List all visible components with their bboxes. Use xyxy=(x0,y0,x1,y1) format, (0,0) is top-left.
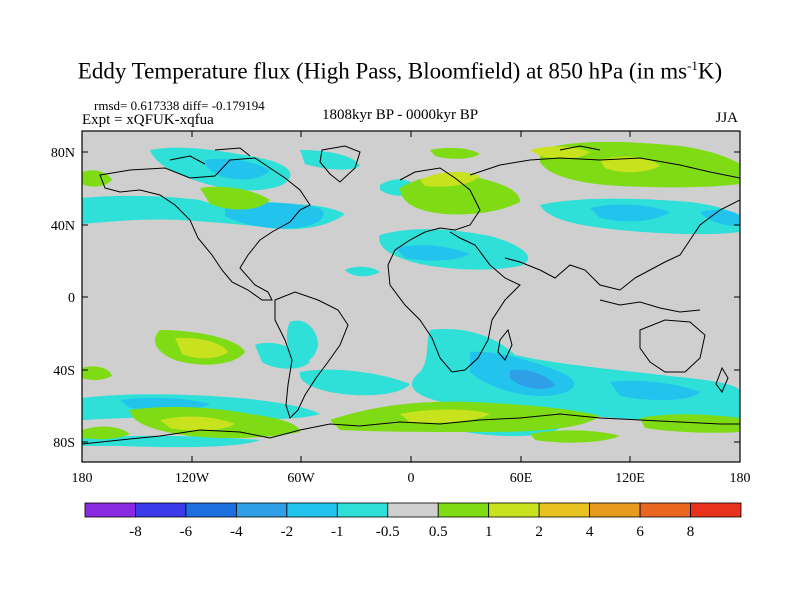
colorbar-label: -0.5 xyxy=(376,524,400,540)
colorbar-box xyxy=(488,502,540,518)
lon-tick-label: 60E xyxy=(510,471,533,486)
new-zealand-coast xyxy=(715,366,729,393)
latitude-labels: 80N 40N 0 40S 80S xyxy=(51,146,75,451)
colorbar-box xyxy=(286,502,338,518)
lon-tick-label: 60W xyxy=(287,471,315,486)
colorbar-box xyxy=(639,502,691,518)
colorbar-box xyxy=(690,502,742,518)
colorbar-label: -8 xyxy=(129,524,142,540)
colorbar-label: -6 xyxy=(180,524,193,540)
colorbar-labels: -8 -6 -4 -2 -1 -0.5 0.5 1 2 4 6 8 xyxy=(129,524,694,540)
lat-tick-label: 80N xyxy=(51,146,75,161)
asia-coast xyxy=(469,157,740,291)
colorbar-box xyxy=(235,502,288,518)
north-america-coast xyxy=(99,157,311,301)
australia-coast xyxy=(639,319,706,373)
longitude-tick-marks xyxy=(81,131,741,462)
lon-tick-label: 180 xyxy=(730,471,751,486)
colorbar-box xyxy=(538,502,591,518)
period-label: 1808kyr BP - 0000kyr BP xyxy=(322,107,479,123)
colorbar-label: 2 xyxy=(535,524,543,540)
antarctica-coast xyxy=(82,413,740,445)
colorbar-boxes xyxy=(84,502,742,518)
map-field xyxy=(82,131,740,462)
colorbar-box xyxy=(387,502,439,518)
indonesia-coast xyxy=(599,299,701,313)
colorbar-box xyxy=(135,502,187,518)
colorbar-box xyxy=(589,502,641,518)
experiment-label: Expt = xQFUK-xqfua xyxy=(82,112,214,128)
stats-label: rmsd= 0.617338 diff= -0.179194 xyxy=(94,98,265,113)
greenland-coast xyxy=(319,145,361,183)
colorbar-box xyxy=(84,502,136,518)
colorbar-label: 8 xyxy=(687,524,695,540)
lat-tick-label: 40N xyxy=(51,219,75,234)
lon-tick-label: 120W xyxy=(175,471,210,486)
europe-africa-coast xyxy=(387,167,521,373)
arctic-islands-coast xyxy=(169,145,601,165)
colorbar-box xyxy=(336,502,389,518)
coastlines xyxy=(82,145,740,445)
lon-tick-label: 120E xyxy=(615,471,645,486)
madagascar-coast xyxy=(497,328,513,361)
longitude-labels: 180 120W 60W 0 60E 120E 180 xyxy=(72,471,751,486)
colorbar-label: 6 xyxy=(636,524,644,540)
lat-tick-label: 40S xyxy=(53,364,75,379)
lat-tick-label: 0 xyxy=(68,291,75,306)
colorbar-box xyxy=(437,502,490,518)
map-title: Eddy Temperature flux (High Pass, Bloomf… xyxy=(77,58,723,84)
colorbar-label: 1 xyxy=(485,524,493,540)
colorbar-box xyxy=(185,502,237,518)
latitude-tick-marks xyxy=(82,151,740,443)
colorbar: -8 -6 -4 -2 -1 -0.5 0.5 1 2 4 6 8 xyxy=(84,502,742,540)
colorbar-label: 4 xyxy=(586,524,594,540)
colorbar-label: -1 xyxy=(331,524,344,540)
south-america-coast xyxy=(274,291,349,419)
colorbar-label: -4 xyxy=(230,524,243,540)
positive-anomaly-regions xyxy=(82,141,740,443)
colorbar-label: 0.5 xyxy=(429,524,448,540)
season-label: JJA xyxy=(715,110,738,126)
colorbar-label: -2 xyxy=(281,524,294,540)
lon-tick-label: 180 xyxy=(72,471,93,486)
lat-tick-label: 80S xyxy=(53,436,75,451)
lon-tick-label: 0 xyxy=(408,471,415,486)
